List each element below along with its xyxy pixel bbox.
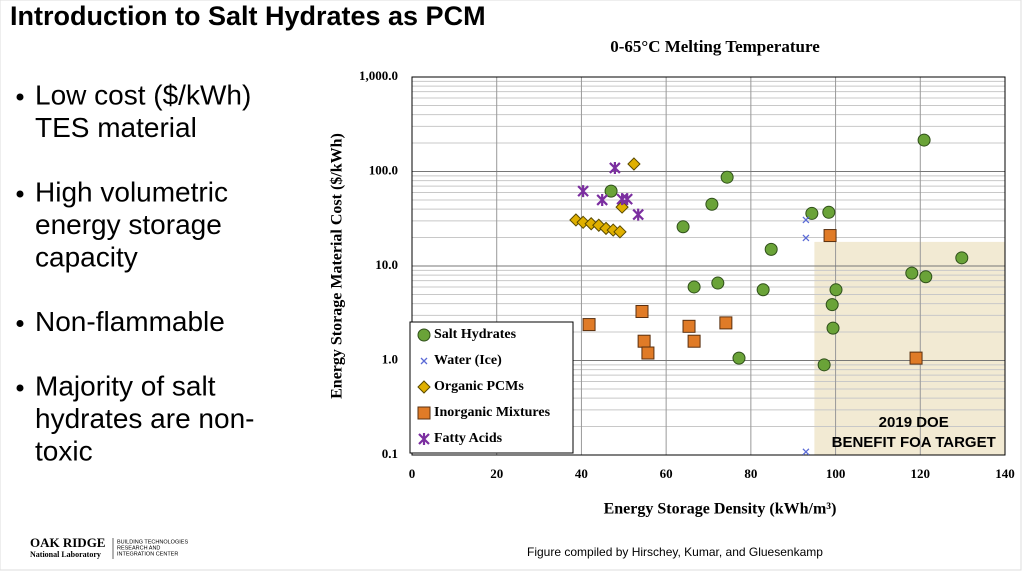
bullet-text: Non-flammable	[35, 306, 225, 337]
bullet-dot	[16, 320, 24, 327]
point	[826, 321, 840, 335]
target-label: 2019 DOE	[879, 414, 949, 431]
bullet-text: High volumetric	[35, 176, 228, 207]
slide-title: Introduction to Salt Hydrates as PCM	[10, 1, 486, 31]
y-axis-label: Energy Storage Material Cost ($/kWh)	[329, 133, 346, 399]
legend-label: Fatty Acids	[434, 431, 503, 446]
point	[577, 185, 589, 198]
y-tick-label: 1,000.0	[359, 68, 398, 83]
point	[817, 358, 831, 372]
point	[687, 280, 701, 294]
point	[711, 276, 725, 290]
logo-name: OAK RIDGE	[30, 535, 105, 550]
legend-label: Inorganic Mixtures	[434, 405, 551, 420]
point	[687, 334, 701, 348]
bullet-text: capacity	[35, 241, 138, 272]
x-tick-label: 140	[995, 466, 1015, 481]
legend-marker	[417, 380, 431, 394]
logo-subname: National Laboratory	[30, 550, 101, 559]
bullet-dot	[16, 93, 24, 101]
point	[805, 206, 819, 220]
legend-marker	[420, 357, 428, 365]
x-tick-label: 120	[911, 466, 931, 481]
point	[609, 161, 621, 174]
legend-label: Salt Hydrates	[434, 327, 517, 342]
point	[919, 270, 933, 284]
point	[909, 351, 923, 365]
legend-label: Organic PCMs	[434, 379, 524, 394]
point	[596, 193, 608, 206]
x-tick-label: 60	[660, 466, 673, 481]
point	[732, 351, 746, 365]
bullet-dot	[16, 190, 24, 198]
x-tick-label: 40	[575, 466, 588, 481]
logo-center: BUILDING TECHNOLOGIES	[117, 539, 188, 545]
bullet-text: Majority of salt	[35, 370, 216, 401]
legend-label: Water (Ice)	[434, 353, 502, 368]
bullet-text: toxic	[35, 435, 93, 466]
point	[604, 184, 618, 198]
point	[720, 170, 734, 184]
point	[582, 318, 596, 332]
point	[682, 319, 696, 333]
y-tick-label: 0.1	[382, 446, 398, 461]
point	[955, 251, 969, 265]
point	[621, 193, 633, 206]
legend-marker	[417, 406, 431, 420]
point	[599, 221, 613, 236]
point	[802, 216, 810, 224]
target-label: BENEFIT FOA TARGET	[832, 434, 996, 451]
x-tick-label: 100	[826, 466, 846, 481]
point	[825, 298, 839, 312]
point	[829, 283, 843, 297]
y-tick-label: 1.0	[382, 351, 398, 366]
bullet-dot	[16, 384, 24, 392]
bullet-text: hydrates are non-	[35, 403, 254, 434]
point	[719, 316, 733, 330]
chart-title: 0-65°C Melting Temperature	[610, 37, 820, 56]
bullet-text: Low cost ($/kWh)	[35, 79, 251, 110]
legend-marker	[417, 328, 431, 342]
x-tick-label: 80	[744, 466, 757, 481]
point	[905, 266, 919, 280]
point	[676, 220, 690, 234]
x-tick-label: 0	[409, 466, 416, 481]
point	[635, 305, 649, 319]
point	[823, 229, 837, 243]
bullet-text: TES material	[35, 112, 197, 143]
legend-marker	[418, 433, 430, 445]
point	[822, 205, 836, 219]
point	[627, 157, 641, 171]
point	[584, 217, 598, 231]
point	[632, 208, 644, 221]
x-axis-label: Energy Storage Density (kWh/m³)	[604, 501, 837, 518]
legend-box	[409, 321, 574, 454]
point	[802, 234, 810, 242]
logo-center: RESEARCH AND	[117, 545, 160, 551]
point	[705, 197, 719, 211]
point	[637, 334, 651, 348]
y-tick-label: 10.0	[375, 257, 398, 272]
point	[613, 225, 627, 239]
logo-center: INTEGRATION CENTER	[117, 551, 178, 557]
plot-frame	[411, 76, 1006, 456]
point	[764, 242, 778, 256]
y-tick-label: 100.0	[369, 162, 398, 177]
bullet-text: energy storage	[35, 209, 222, 240]
point	[756, 283, 770, 297]
x-tick-label: 20	[490, 466, 503, 481]
point	[641, 346, 655, 360]
point	[802, 448, 810, 456]
point	[917, 133, 931, 147]
credit: Figure compiled by Hirschey, Kumar, and …	[527, 545, 823, 559]
